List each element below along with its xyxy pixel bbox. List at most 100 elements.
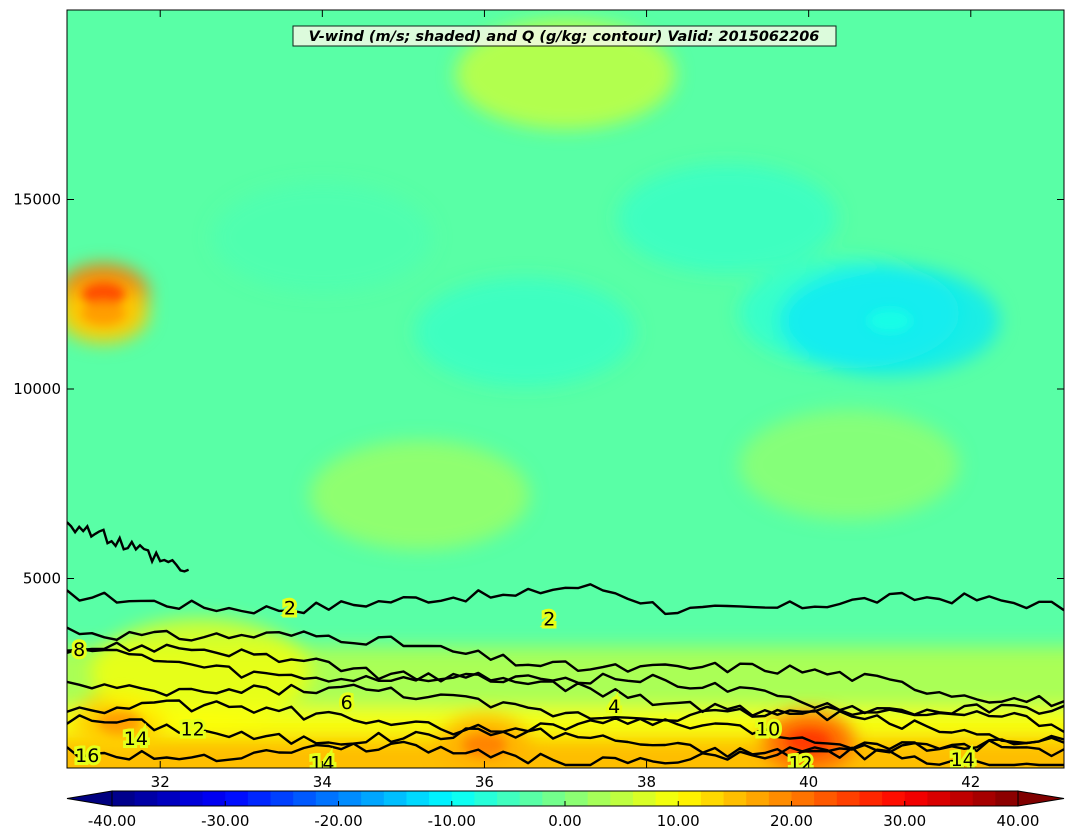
shade-feature: [617, 163, 838, 274]
y-axis: 5000 10000 15000: [13, 191, 1064, 588]
colorbar-tick-label: -30.00: [201, 812, 249, 830]
colorbar-bin: [338, 791, 362, 806]
colorbar-extend-min: [66, 790, 113, 807]
colorbar-bin: [315, 791, 340, 806]
colorbar-bin: [927, 791, 951, 806]
colorbar-bin: [904, 791, 928, 806]
colorbar-bin: [814, 791, 838, 806]
contour-label: 12: [788, 753, 812, 775]
q-contour-line: [67, 641, 1064, 716]
contour-label: 2: [543, 609, 555, 631]
shade-feature: [455, 19, 676, 130]
colorbar-tick-label: 0.00: [548, 812, 581, 830]
colorbar-tick-label: 20.00: [770, 812, 813, 830]
colorbar-bin: [859, 791, 883, 806]
colorbar-bin: [950, 791, 974, 806]
colorbar-bin: [157, 791, 181, 806]
colorbar-bin: [293, 791, 317, 806]
q-contour-line: [67, 583, 1064, 616]
colorbar-bin: [451, 791, 475, 806]
contour-label: 8: [73, 639, 85, 661]
contour-label: 14: [124, 728, 148, 750]
chart-title: V-wind (m/s; shaded) and Q (g/kg; contou…: [309, 29, 820, 45]
colorbar-bin: [610, 791, 634, 806]
colorbar-tick-label: -10.00: [428, 812, 476, 830]
contour-label: 6: [341, 692, 353, 714]
v-wind-shading: [67, 19, 1064, 768]
q-contours: [67, 521, 1064, 767]
shade-core: [867, 308, 912, 333]
colorbar-bin: [565, 791, 589, 806]
plot-area: 2 2 4 6 8 10 12 12 14 14 14 16: [67, 10, 1064, 775]
y-tick-label: 10000: [13, 380, 61, 398]
colorbar-bin: [519, 791, 543, 806]
colorbar-bin: [746, 791, 770, 806]
colorbar-bin: [655, 791, 679, 806]
x-axis: 32 34 36 38 40 42: [151, 10, 980, 791]
q-contour-line: [67, 699, 1064, 752]
colorbar-bin: [361, 791, 385, 806]
y-tick-label: 15000: [13, 191, 61, 209]
x-tick-label: 36: [475, 773, 494, 791]
colorbar-bin: [632, 791, 657, 806]
shade-feature: [90, 618, 311, 729]
colorbar-bin: [134, 791, 158, 806]
colorbar-bin: [497, 791, 521, 806]
shade-core: [81, 282, 126, 307]
x-tick-label: 38: [637, 773, 656, 791]
contour-label: 2: [284, 597, 296, 619]
q-contour-line: [67, 521, 190, 573]
q-contour-line: [67, 647, 1064, 733]
shade-feature: [212, 182, 433, 293]
colorbar-bin: [542, 791, 566, 806]
colorbar-tick-label: -40.00: [88, 812, 136, 830]
colorbar-bin: [406, 791, 430, 806]
contour-label: 14: [310, 753, 334, 775]
colorbar-bin: [723, 791, 747, 806]
colorbar-bin: [270, 791, 294, 806]
colorbar-bin: [247, 791, 272, 806]
colorbar-bin: [882, 791, 906, 806]
colorbar-bin: [383, 791, 408, 806]
contour-label: 16: [75, 745, 99, 767]
colorbar-extend-max: [1017, 790, 1065, 807]
contour-label: 12: [181, 719, 205, 741]
colorbar-tick-label: 30.00: [883, 812, 926, 830]
colorbar-bin: [700, 791, 725, 806]
colorbar-bin: [112, 791, 136, 806]
x-tick-label: 32: [151, 773, 170, 791]
q-contour-line: [67, 626, 1064, 708]
contour-label: 4: [608, 696, 620, 718]
q-contour-line: [67, 714, 1064, 759]
contour-label: 10: [756, 719, 780, 741]
colorbar-tick-label: 40.00: [997, 812, 1040, 830]
colorbar-bin: [474, 791, 498, 806]
contour-label: 14: [951, 749, 975, 771]
colorbar-bin: [678, 791, 702, 806]
y-tick-label: 5000: [23, 570, 61, 588]
colorbar-bin: [972, 791, 996, 806]
colorbar-bin: [791, 791, 815, 806]
colorbar-tick-label: -20.00: [314, 812, 362, 830]
shade-surface-core: [67, 737, 1064, 768]
colorbar-bin: [587, 791, 611, 806]
shade-core: [81, 301, 126, 326]
x-tick-label: 42: [961, 773, 980, 791]
shade-feature: [414, 277, 635, 388]
colorbar-bin: [429, 791, 453, 806]
colorbar-bin: [225, 791, 249, 806]
shade-feature: [309, 440, 530, 551]
colorbar-bin: [836, 791, 861, 806]
colorbar: -40.00 -30.00 -20.00 -10.00 0.00 10.00 20.00 30…: [66, 790, 1065, 830]
colorbar-bin: [179, 791, 204, 806]
colorbar-tick-label: 10.00: [657, 812, 700, 830]
shade-feature: [739, 409, 960, 520]
q-contour-line: [67, 680, 1064, 745]
q-contour-labels: 2 2 4 6 8 10 12 12 14 14 14 16: [70, 594, 978, 775]
q-contour-line: [67, 740, 1064, 767]
x-tick-label: 40: [799, 773, 818, 791]
chart-title-box: V-wind (m/s; shaded) and Q (g/kg; contou…: [292, 25, 837, 47]
colorbar-bin: [768, 791, 793, 806]
x-tick-label: 34: [313, 773, 332, 791]
